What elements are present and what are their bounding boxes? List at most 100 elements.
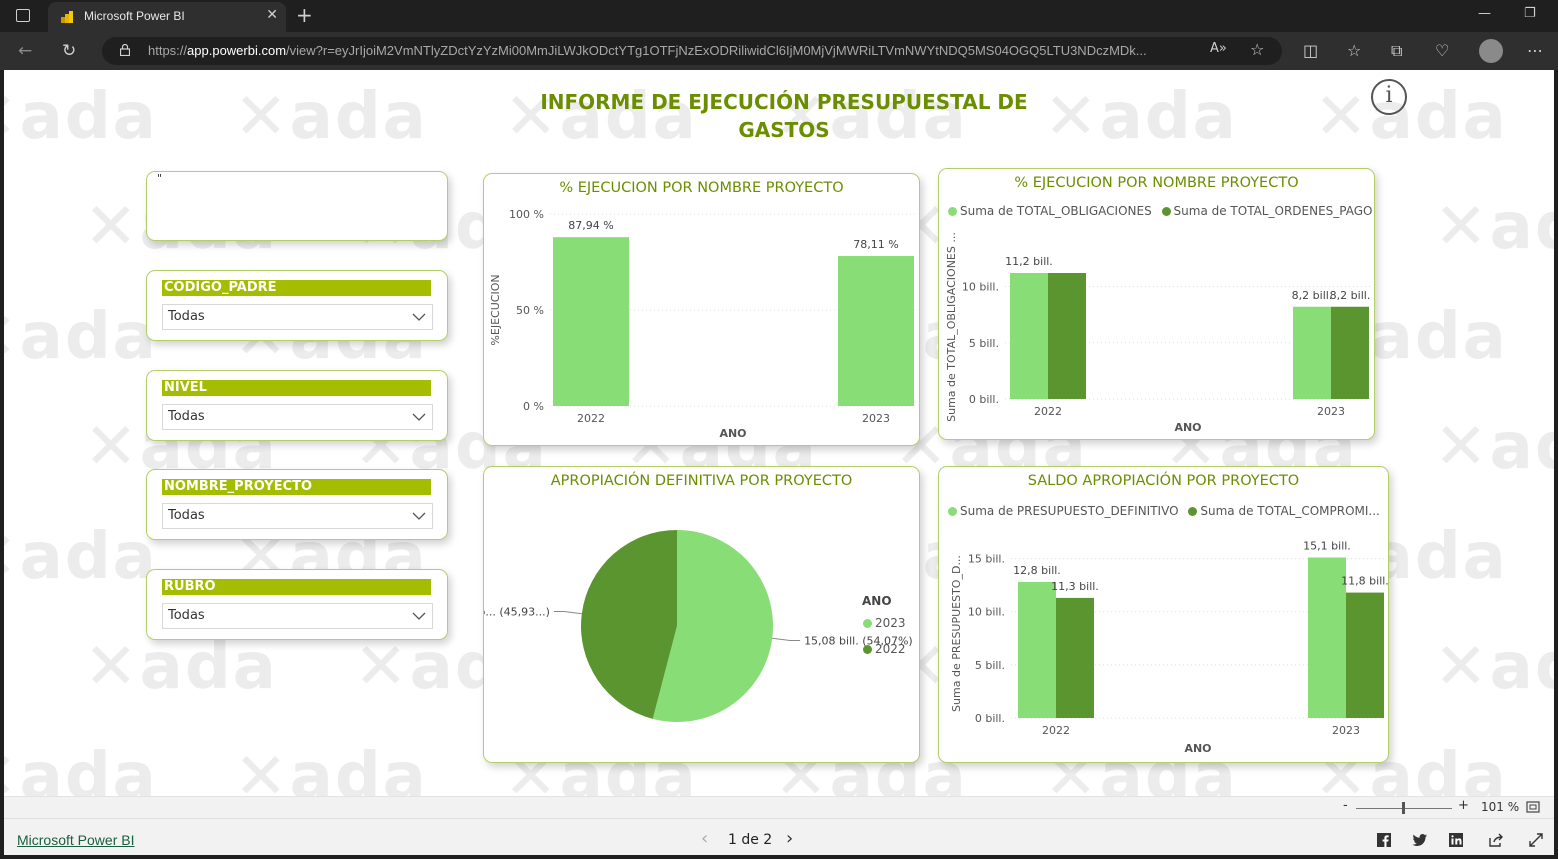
info-icon[interactable]: i [1371,79,1407,115]
favorites-icon[interactable]: ☆ [1347,41,1362,60]
watermark-text: ✕ada [1434,630,1554,704]
slicer-dropdown-codigo-padre[interactable]: Todas [162,304,433,330]
slicer-value: Todas [168,409,205,424]
chart-apropiacion-pie[interactable]: APROPIACIÓN DEFINITIVA POR PROYECTO 15,0… [483,466,920,763]
chevron-down-icon [412,313,426,321]
pie-slice [581,530,677,719]
x-axis-label: ANO [1184,742,1211,755]
bar [1308,557,1346,718]
new-tab-icon[interactable]: + [296,3,313,27]
bar [1331,306,1369,399]
x-axis-label: ANO [1174,421,1201,434]
slicer-rubro: RUBRO Todas [146,569,448,640]
data-label: 11,3 bill. [1051,580,1099,593]
watermark-text: ✕ada [234,740,428,796]
share-icon[interactable] [1488,832,1504,848]
slicer-dropdown-rubro[interactable]: Todas [162,603,433,629]
x-tick-label: 2023 [862,412,890,425]
text-box-content: " [157,172,163,185]
watermark-text: ✕ada [234,80,428,154]
chart-title: APROPIACIÓN DEFINITIVA POR PROYECTO [550,473,853,489]
y-tick-label: 0 % [523,400,544,413]
pie-leader-line [772,637,801,642]
legend-label: 2022 [875,642,906,656]
chart-plot: 0 bill. 5 bill. 10 bill. 11,2 bill. 2022 8,2 … [945,232,1371,434]
collections-icon[interactable]: ⧉ [1391,41,1403,60]
chart-ejecucion-percent[interactable]: % EJECUCION POR NOMBRE PROYECTO 0 % 50 % 1… [483,173,920,446]
pie-legend-item: 2023 [863,616,906,630]
lock-icon [120,44,130,56]
legend-dot [1161,207,1171,216]
data-label: 8,2 bill. [1292,289,1333,302]
data-label: 15,1 bill. [1303,540,1351,553]
bar [1018,581,1056,718]
legend-label: 2023 [875,616,906,630]
back-icon[interactable]: ← [18,41,33,61]
y-tick-label: 0 bill. [975,712,1005,725]
slicer-title: NIVEL [162,380,431,396]
legend-label: Suma de TOTAL_COMPROMI... [1200,504,1380,518]
watermark-text: ✕ada [1434,190,1554,264]
close-tab-icon[interactable]: ✕ [266,7,278,23]
linkedin-icon[interactable] [1448,832,1464,848]
zoom-bar: - + 101 % [4,796,1554,818]
legend-label: Suma de TOTAL_ORDENES_PAGO [1173,204,1373,218]
url-field[interactable]: https://app.powerbi.com/view?r=eyJrIjoiM… [102,37,1282,65]
restore-icon[interactable]: ❐ [1524,6,1536,21]
more-options-icon[interactable]: ⋯ [1527,41,1543,60]
slicer-value: Todas [168,309,205,324]
next-page-icon[interactable]: › [786,828,794,849]
prev-page-icon[interactable]: ‹ [701,828,709,849]
watermark-text: ✕ada [4,80,158,154]
zoom-in-button[interactable]: + [1458,798,1469,813]
legend-dot [948,507,957,516]
slicer-value: Todas [168,508,205,523]
favorite-star-icon[interactable]: ☆ [1250,40,1265,59]
chart-plot: 15,08 bill. (54,07%) 12,81 b... (45,93...… [484,530,913,722]
slicer-dropdown-nivel[interactable]: Todas [162,404,433,430]
bar [1346,592,1384,718]
twitter-icon[interactable] [1412,832,1428,848]
watermark-text: ✕ada [774,80,968,154]
split-screen-icon[interactable]: ◫ [1303,41,1319,60]
refresh-icon[interactable]: ↻ [62,41,77,61]
zoom-out-button[interactable]: - [1343,798,1348,813]
bar [1010,273,1048,399]
url-text: https://app.powerbi.com/view?r=eyJrIjoiM… [148,43,1147,58]
read-aloud-icon[interactable]: A» [1210,41,1227,56]
chart-legend: Suma de TOTAL_OBLIGACIONES Suma de TOTAL… [948,204,1373,218]
legend-dot [948,207,957,216]
chart-saldo-apropiacion[interactable]: SALDO APROPIACIÓN POR PROYECTO Suma de P… [938,466,1389,763]
chevron-down-icon [412,413,426,421]
browser-tab[interactable]: Microsoft Power BI ✕ [48,2,286,32]
facebook-icon[interactable] [1376,832,1392,848]
chart-plot: 0 % 50 % 100 % 87,94 % 2022 78,11 % 2023 ANO %EJ… [489,208,916,440]
zoom-slider-thumb[interactable] [1402,802,1405,814]
data-label: 78,11 % [853,238,898,251]
bar [1048,273,1086,399]
chart-title: SALDO APROPIACIÓN POR PROYECTO [1027,473,1300,489]
y-tick-label: 5 bill. [969,337,999,350]
slicer-title: NOMBRE_PROYECTO [162,479,431,495]
page-content: ✕ada ✕ada ✕ada ✕ada ✕ada ✕ada ✕ada ✕ada ✕ada ✕ada… [4,70,1554,855]
chart-title: % EJECUCION POR NOMBRE PROYECTO [1014,175,1299,191]
fullscreen-icon[interactable] [1528,832,1544,848]
minimize-icon[interactable]: — [1478,6,1491,21]
health-icon[interactable]: ♡ [1435,41,1450,60]
bar [1056,597,1094,718]
powerbi-logo-icon [61,11,73,23]
chart-obligaciones-ordenes[interactable]: % EJECUCION POR NOMBRE PROYECTO Suma de … [938,168,1375,440]
text-box-card[interactable]: " [146,171,448,241]
profile-avatar[interactable] [1479,39,1503,63]
legend-label: Suma de PRESUPUESTO_DEFINITIVO [960,504,1179,518]
workspaces-icon[interactable] [16,9,30,22]
page-indicator: 1 de 2 [728,832,773,848]
powerbi-link[interactable]: Microsoft Power BI [17,832,135,848]
slicer-nombre-proyecto: NOMBRE_PROYECTO Todas [146,469,448,540]
x-tick-label: 2023 [1332,724,1360,737]
report-canvas: ✕ada ✕ada ✕ada ✕ada ✕ada ✕ada ✕ada ✕ada ✕ada ✕ada… [4,70,1554,796]
fit-page-icon[interactable] [1526,801,1540,813]
y-tick-label: 100 % [509,208,544,221]
watermark-text: ✕ada [84,630,278,704]
slicer-dropdown-nombre-proyecto[interactable]: Todas [162,503,433,529]
